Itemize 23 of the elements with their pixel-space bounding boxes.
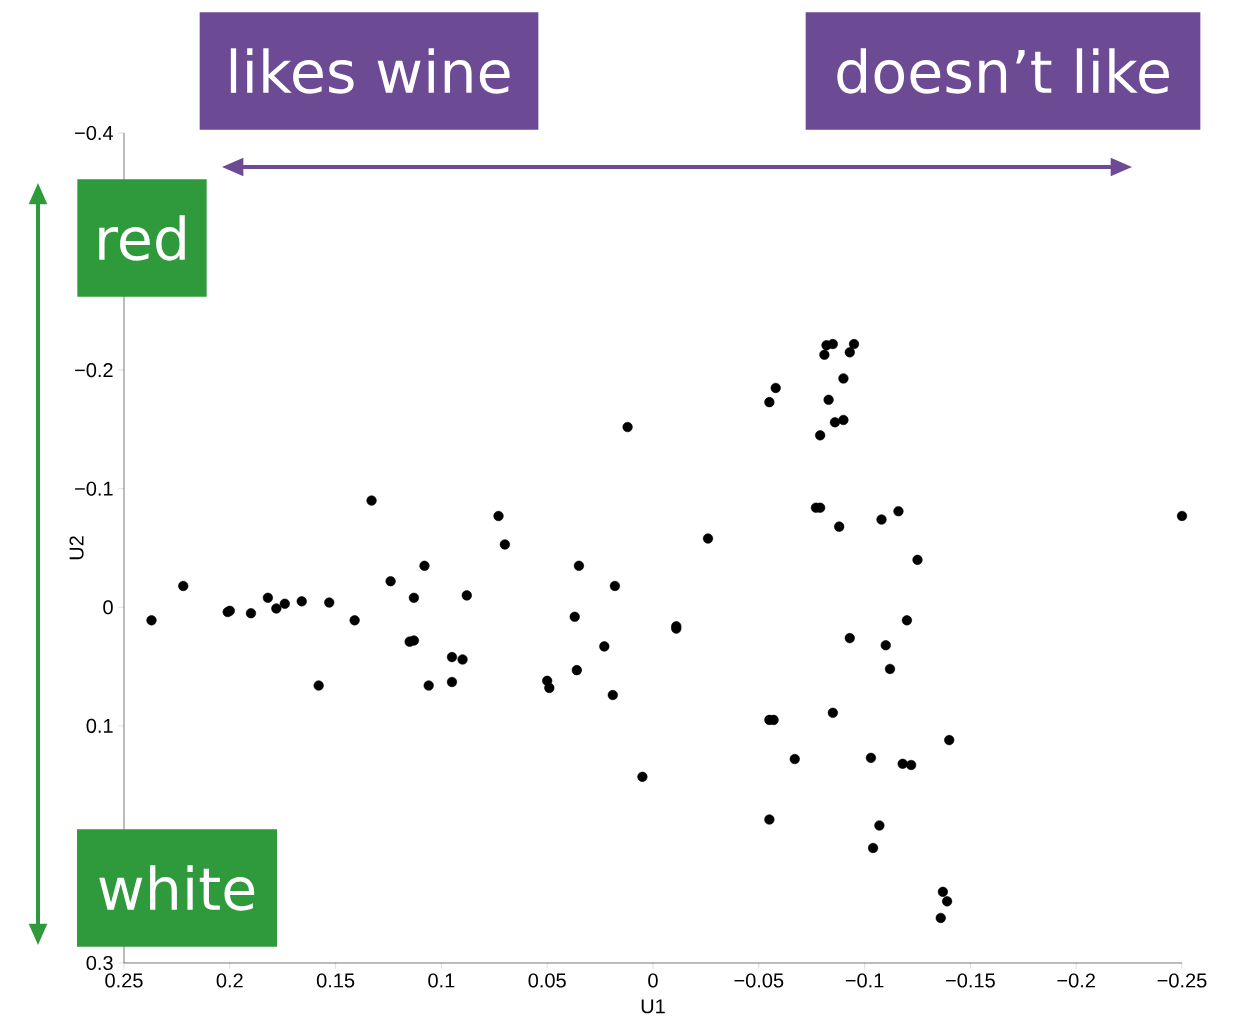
x-tick-label: 0.2 xyxy=(216,973,243,988)
y-tick-label: −0.4 xyxy=(75,125,114,141)
y-tick-label: 0.1 xyxy=(86,718,113,733)
annotation: white xyxy=(99,865,255,911)
text: doesn’t like xyxy=(837,48,1169,94)
x-tick-label: 0 xyxy=(648,973,658,988)
x-tick-label: −0.15 xyxy=(946,973,995,988)
x-tick-label: 0.1 xyxy=(428,973,455,988)
x-tick-label: 0.05 xyxy=(528,973,566,988)
x-tick-label: 0.15 xyxy=(316,973,355,988)
annotation: red xyxy=(99,215,185,261)
y-tick-label: −0.1 xyxy=(75,481,113,496)
x-tick-label: −0.1 xyxy=(845,973,884,988)
x-tick-label: −0.2 xyxy=(1057,973,1095,988)
x-tick-label: 0.25 xyxy=(105,973,143,988)
y-axis-title: U2 xyxy=(69,536,84,560)
y-tick-label: −0.2 xyxy=(75,363,113,378)
x-axis-title: U1 xyxy=(641,999,665,1014)
x-tick-label: −0.25 xyxy=(1157,973,1207,988)
y-tick-label: 0.3 xyxy=(86,955,113,971)
y-tick-label: 0 xyxy=(103,600,113,615)
x-tick-label: −0.05 xyxy=(734,973,784,988)
text: likes wine xyxy=(230,48,510,94)
